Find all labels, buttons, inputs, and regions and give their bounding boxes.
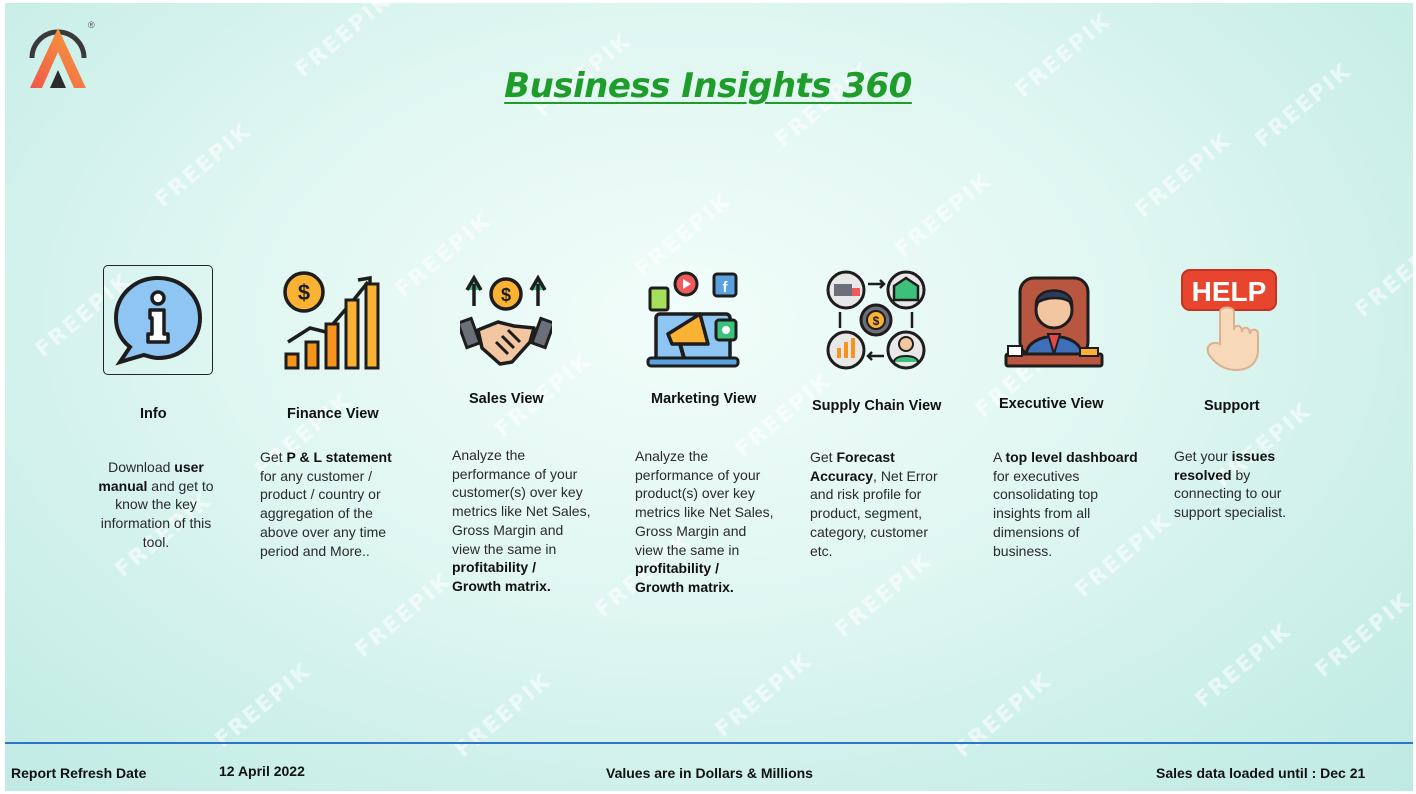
description-line: and risk profile for bbox=[810, 486, 922, 503]
supply-chain-cycle-icon[interactable]: $ bbox=[826, 270, 928, 370]
watermark-text: FREEPIK bbox=[1350, 228, 1413, 323]
card-description-support: Get your issues resolved by connecting to … bbox=[1174, 447, 1304, 522]
description-line: connecting to our bbox=[1174, 485, 1282, 502]
card-description-finance: Get P & L statement for any customer / pro… bbox=[260, 448, 410, 560]
marketing-megaphone-icon[interactable]: f bbox=[646, 270, 742, 368]
description-line: support specialist. bbox=[1174, 504, 1287, 521]
description-line: tool. bbox=[142, 533, 170, 550]
description-line: for any customer / bbox=[260, 467, 373, 484]
card-description-info: Download user manual and get to know the k… bbox=[94, 458, 218, 552]
card-title-supply[interactable]: Supply Chain View bbox=[812, 398, 942, 414]
description-line: business. bbox=[993, 542, 1053, 559]
description-line: Download user bbox=[108, 459, 204, 475]
watermark-text: FREEPIK bbox=[830, 548, 937, 643]
description-line: Accuracy, Net Error bbox=[810, 467, 938, 484]
units-note: Values are in Dollars & Millions bbox=[606, 765, 813, 781]
card-title-marketing[interactable]: Marketing View bbox=[651, 391, 757, 407]
card-description-supply: Get Forecast Accuracy, Net Error and risk … bbox=[810, 448, 950, 560]
description-line: Gross Margin and bbox=[452, 521, 564, 538]
svg-text:$: $ bbox=[873, 314, 880, 328]
description-line: metrics like Net Sales, bbox=[635, 504, 774, 521]
description-line: period and More.. bbox=[260, 542, 370, 559]
description-line: Get P & L statement bbox=[260, 449, 392, 465]
refresh-date-value: 12 April 2022 bbox=[219, 763, 305, 779]
description-line: resolved by bbox=[1174, 466, 1251, 483]
description-line: performance of your bbox=[635, 466, 761, 483]
watermark-text: FREEPIK bbox=[450, 668, 557, 763]
watermark-text: FREEPIK bbox=[150, 118, 257, 213]
svg-text:$: $ bbox=[501, 285, 511, 305]
description-line: profitability / bbox=[452, 559, 536, 576]
dashboard-canvas: FREEPIK FREEPIK FREEPIK FREEPIK FREEPIK FREEP… bbox=[5, 3, 1413, 791]
description-line: product, segment, bbox=[810, 505, 923, 522]
description-line: Analyze the bbox=[452, 447, 526, 463]
watermark-text: FREEPIK bbox=[1130, 128, 1237, 223]
help-sign-hand-icon[interactable]: HELP bbox=[1180, 268, 1278, 372]
card-title-support[interactable]: Support bbox=[1204, 398, 1260, 414]
page-title: Business Insights 360 bbox=[504, 66, 912, 106]
description-line: product(s) over key bbox=[635, 485, 755, 502]
description-line: Get your issues bbox=[1174, 448, 1276, 464]
description-line: insights from all bbox=[993, 505, 1091, 522]
watermark-text: FREEPIK bbox=[890, 168, 997, 263]
description-line: category, customer bbox=[810, 523, 929, 540]
executive-businessman-icon[interactable] bbox=[1002, 268, 1106, 370]
finance-growth-chart-icon[interactable]: $ bbox=[282, 268, 382, 370]
description-line: consolidating top bbox=[993, 486, 1099, 503]
watermark-text: FREEPIK bbox=[1190, 618, 1297, 713]
description-line: know the key bbox=[115, 496, 197, 513]
watermark-text: FREEPIK bbox=[350, 568, 457, 663]
watermark-text: FREEPIK bbox=[710, 648, 817, 743]
refresh-date-label: Report Refresh Date bbox=[11, 765, 147, 781]
card-title-sales[interactable]: Sales View bbox=[469, 391, 544, 407]
description-line: Analyze the bbox=[635, 448, 709, 464]
card-title-info[interactable]: Info bbox=[140, 406, 167, 422]
description-line: dimensions of bbox=[993, 523, 1080, 540]
description-line: etc. bbox=[810, 542, 833, 559]
description-line: profitability / bbox=[635, 560, 719, 577]
svg-text:$: $ bbox=[298, 280, 310, 305]
watermark-text: FREEPIK bbox=[630, 188, 737, 283]
registered-mark: ® bbox=[88, 20, 95, 30]
help-sign-text: HELP bbox=[1192, 276, 1267, 307]
description-line: performance of your bbox=[452, 465, 578, 482]
watermark-text: FREEPIK bbox=[950, 668, 1057, 763]
description-line: customer(s) over key bbox=[452, 484, 583, 501]
description-line: Get Forecast bbox=[810, 449, 895, 465]
description-line: metrics like Net Sales, bbox=[452, 503, 591, 520]
description-line: view the same in bbox=[635, 541, 740, 558]
description-line: view the same in bbox=[452, 540, 557, 557]
card-description-executive: A top level dashboard for executives conso… bbox=[993, 448, 1153, 560]
card-title-executive[interactable]: Executive View bbox=[999, 396, 1104, 412]
description-line: Growth matrix. bbox=[452, 577, 551, 594]
watermark-text: FREEPIK bbox=[1310, 588, 1413, 683]
description-line: above over any time bbox=[260, 523, 387, 540]
description-line: A top level dashboard bbox=[993, 449, 1138, 465]
info-card-frame[interactable] bbox=[103, 265, 213, 375]
company-logo bbox=[29, 28, 87, 88]
svg-text:f: f bbox=[723, 279, 729, 296]
handshake-dollar-icon[interactable]: $ bbox=[460, 270, 552, 370]
description-line: product / country or bbox=[260, 486, 381, 503]
description-line: Growth matrix. bbox=[635, 578, 734, 595]
description-line: manual and get to bbox=[98, 477, 214, 494]
description-line: Gross Margin and bbox=[635, 522, 747, 539]
description-line: information of this bbox=[100, 515, 212, 532]
watermark-text: FREEPIK bbox=[210, 658, 317, 753]
description-line: for executives bbox=[993, 467, 1080, 484]
card-description-sales: Analyze the performance of your customer(s… bbox=[452, 446, 602, 596]
description-line: aggregation of the bbox=[260, 505, 373, 522]
card-title-finance[interactable]: Finance View bbox=[287, 406, 379, 422]
sales-loaded-note: Sales data loaded until : Dec 21 bbox=[1156, 765, 1366, 781]
card-description-marketing: Analyze the performance of your product(s)… bbox=[635, 447, 785, 597]
footer-divider bbox=[5, 742, 1413, 744]
info-speech-bubble-icon[interactable] bbox=[110, 272, 206, 368]
